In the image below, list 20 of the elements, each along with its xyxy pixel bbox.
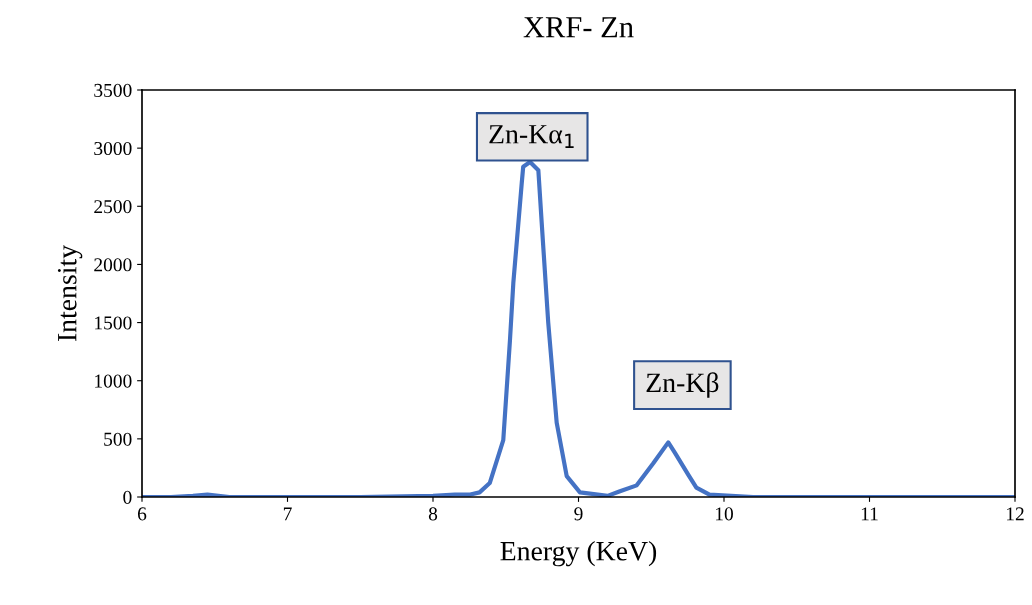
x-tick-label: 7: [283, 507, 292, 521]
x-axis-title: Energy (KeV): [500, 541, 657, 567]
y-tick-label: 1500: [95, 316, 132, 330]
y-axis-title: Intensity: [57, 245, 83, 342]
x-tick-label: 12: [1006, 507, 1024, 521]
annotation: Zn-Kα$_{1}$: [489, 125, 574, 148]
y-tick-label: 1000: [95, 374, 132, 388]
y-tick-label: 500: [104, 432, 132, 446]
x-tick-label: 11: [861, 507, 878, 521]
y-tick-label: 3000: [94, 141, 132, 156]
chart-title: XRF- Zn: [523, 17, 634, 38]
y-tick-label: 3500: [94, 83, 132, 97]
x-tick-label: 10: [715, 507, 733, 521]
annotation: Zn-Kβ: [646, 372, 719, 398]
x-tick-label: 6: [137, 507, 147, 521]
x-tick-label: 9: [574, 507, 583, 521]
x-tick-label: 8: [428, 507, 438, 521]
y-tick-label: 2500: [94, 200, 132, 214]
y-tick-label: 2000: [94, 258, 132, 272]
y-tick-label: 0: [123, 490, 132, 504]
